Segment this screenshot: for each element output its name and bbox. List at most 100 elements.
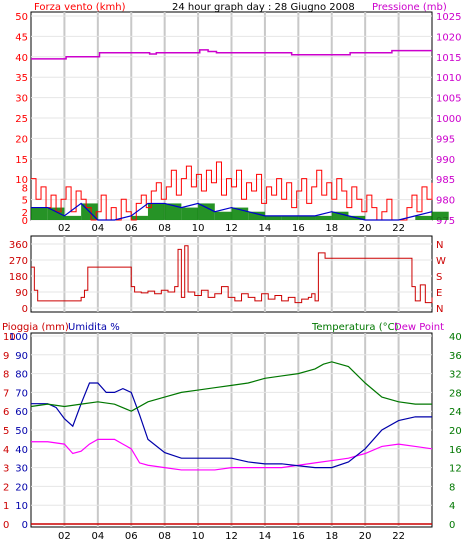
direction-tick-label: 180 <box>9 272 28 283</box>
wind-avg-bar <box>214 211 232 220</box>
wind-tick-label: 2 <box>22 208 28 219</box>
x-tick-label: 12 <box>225 223 238 234</box>
rain-axis-label: Pioggia (mm) <box>2 322 69 333</box>
wind-direction-series <box>31 245 433 304</box>
wind-avg-bar <box>31 207 48 220</box>
pressure-tick-label: 980 <box>436 196 455 207</box>
wind-tick-label: 45 <box>15 32 28 43</box>
wind-tick-label: 30 <box>15 94 28 105</box>
wind-avg-bar <box>415 215 432 220</box>
wind-tick-label: 20 <box>15 134 28 145</box>
wind-axis-label: Forza vento (kmh) <box>34 2 126 13</box>
humidity-tick-label: 80 <box>15 370 28 381</box>
temperature-tick-label: 4 <box>449 501 455 512</box>
x-tick-label: 08 <box>158 223 171 234</box>
temperature-tick-label: 24 <box>449 407 462 418</box>
direction-tick-label: 0 <box>22 304 28 315</box>
pressure-ticks: 1025 1020 1015 1010 1005 1000 995 990 985 980 975 <box>436 12 461 227</box>
x-tick-label: 12 <box>225 531 238 542</box>
compass-tick-label: N <box>436 304 443 315</box>
x-tick-label: 22 <box>392 531 405 542</box>
x-tick-label: 04 <box>91 223 104 234</box>
rain-tick-label: 8 <box>3 370 9 381</box>
rain-tick-label: 1 <box>3 501 9 512</box>
direction-tick-label: 360 <box>9 240 28 251</box>
temperature-tick-label: 40 <box>449 332 462 343</box>
wind-avg-bar <box>147 203 165 220</box>
rain-tick-label: 4 <box>3 445 9 456</box>
humidity-axis-label: Umidita % <box>68 322 120 333</box>
pressure-tick-label: 1020 <box>436 32 461 43</box>
humidity-tick-label: 100 <box>9 332 28 343</box>
temperature-series <box>30 361 432 412</box>
wind-avg-bar <box>315 215 332 220</box>
pressure-series <box>31 49 432 60</box>
temperature-tick-label: 8 <box>449 482 455 493</box>
humidity-tick-label: 40 <box>15 445 28 456</box>
rain-tick-label: 9 <box>3 351 9 362</box>
wind-avg-bar <box>248 211 265 220</box>
x-tick-label: 10 <box>192 223 205 234</box>
wind-avg-bar <box>181 207 199 220</box>
rain-tick-label: 0 <box>3 520 9 531</box>
x-tick-label: 02 <box>58 223 71 234</box>
humidity-tick-label: 20 <box>15 482 28 493</box>
wind-speed-series <box>31 202 433 221</box>
pressure-tick-label: 995 <box>436 134 455 145</box>
pressure-tick-label: 975 <box>436 216 455 227</box>
rain-tick-label: 2 <box>3 482 9 493</box>
direction-degree-ticks: 360 270 180 90 0 <box>9 240 28 315</box>
pressure-tick-label: 1025 <box>436 12 461 23</box>
wind-avg-bar <box>64 215 82 220</box>
pressure-tick-label: 985 <box>436 175 455 186</box>
temperature-axis-label: Temperatura (°C) <box>311 322 399 333</box>
rain-tick-label: 5 <box>3 426 9 437</box>
x-tick-label: 06 <box>125 531 138 542</box>
x-tick-label: 14 <box>259 223 272 234</box>
x-tick-label: 16 <box>292 531 305 542</box>
x-tick-label: 06 <box>125 223 138 234</box>
wind-avg-bar <box>281 215 299 220</box>
x-tick-label: 02 <box>58 531 71 542</box>
wind-tick-label: 35 <box>15 73 28 84</box>
compass-tick-label: W <box>436 256 446 267</box>
x-tick-label: 18 <box>325 223 338 234</box>
wind-avg-bar <box>298 215 316 220</box>
wind-avg-bar <box>198 203 215 220</box>
pressure-tick-label: 990 <box>436 155 455 166</box>
compass-tick-label: S <box>436 272 442 283</box>
humidity-tick-label: 90 <box>15 351 28 362</box>
humidity-tick-label: 70 <box>15 388 28 399</box>
humidity-tick-label: 0 <box>22 520 28 531</box>
compass-tick-label: N <box>436 240 443 251</box>
wind-tick-label: 50 <box>15 12 28 23</box>
temperature-tick-label: 28 <box>449 388 462 399</box>
rain-tick-label: 10 <box>3 332 16 343</box>
x-tick-label: 14 <box>259 531 272 542</box>
temperature-tick-label: 32 <box>449 370 462 381</box>
wind-tick-label: 10 <box>15 175 28 186</box>
x-tick-label: 10 <box>192 531 205 542</box>
wind-avg-bar <box>432 211 449 220</box>
pressure-tick-label: 1000 <box>436 114 461 125</box>
rain-tick-label: 7 <box>3 388 9 399</box>
temperature-tick-label: 16 <box>449 445 462 456</box>
wind-x-ticks: 02 04 06 08 10 12 14 16 18 20 22 <box>58 223 405 234</box>
humidity-tick-label: 30 <box>15 464 28 475</box>
x-tick-label: 08 <box>158 531 171 542</box>
pressure-axis-label: Pressione (mb) <box>372 2 447 13</box>
temperature-tick-label: 0 <box>449 520 455 531</box>
wind-tick-label: 40 <box>15 53 28 64</box>
temperature-tick-label: 12 <box>449 464 462 475</box>
wind-avg-bar <box>164 203 182 220</box>
wind-direction-grid <box>31 236 432 312</box>
compass-tick-label: E <box>436 288 442 299</box>
pressure-tick-label: 1005 <box>436 94 461 105</box>
wind-avg-bar <box>264 215 282 220</box>
